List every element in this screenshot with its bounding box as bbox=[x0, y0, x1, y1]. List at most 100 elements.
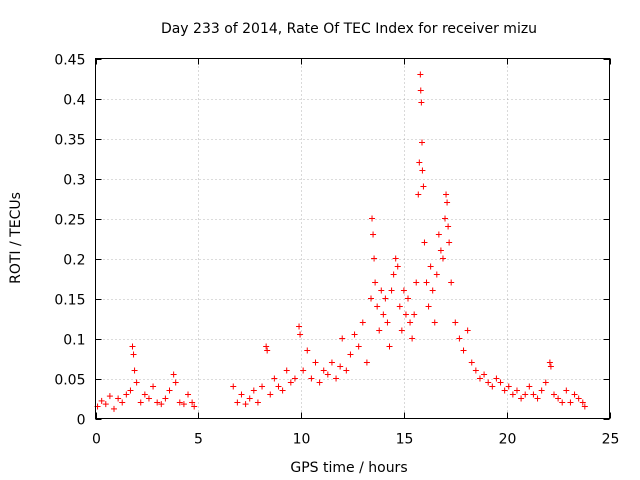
data-point bbox=[339, 335, 346, 342]
data-point bbox=[579, 399, 586, 406]
plot-grid bbox=[95, 58, 610, 419]
data-point bbox=[433, 271, 440, 278]
data-point bbox=[413, 279, 420, 286]
data-point bbox=[137, 399, 144, 406]
data-point bbox=[296, 323, 303, 330]
data-point bbox=[429, 287, 436, 294]
data-point bbox=[283, 367, 290, 374]
data-points bbox=[94, 71, 588, 412]
data-point bbox=[431, 319, 438, 326]
data-point bbox=[497, 379, 504, 386]
data-point bbox=[442, 215, 449, 222]
data-point bbox=[415, 191, 422, 198]
data-point bbox=[407, 319, 414, 326]
data-point bbox=[417, 87, 424, 94]
plot-frame bbox=[95, 58, 610, 419]
data-point bbox=[394, 263, 401, 270]
data-point bbox=[378, 287, 385, 294]
data-point bbox=[427, 263, 434, 270]
data-point bbox=[489, 383, 496, 390]
data-point bbox=[351, 331, 358, 338]
data-point bbox=[392, 255, 399, 262]
data-point bbox=[518, 395, 525, 402]
data-point bbox=[396, 303, 403, 310]
data-point bbox=[180, 401, 187, 408]
data-point bbox=[530, 391, 537, 398]
data-point bbox=[425, 303, 432, 310]
data-point bbox=[369, 215, 376, 222]
chart-title: Day 233 of 2014, Rate Of TEC Index for r… bbox=[161, 21, 537, 37]
data-point bbox=[129, 343, 136, 350]
data-point bbox=[131, 367, 138, 374]
y-tick-label: 0.15 bbox=[54, 293, 85, 309]
data-point bbox=[380, 311, 387, 318]
data-point bbox=[559, 399, 566, 406]
x-tick-label: 15 bbox=[396, 432, 414, 448]
y-tick-label: 0.25 bbox=[54, 213, 85, 229]
data-point bbox=[384, 319, 391, 326]
data-point bbox=[271, 375, 278, 382]
data-point bbox=[448, 279, 455, 286]
data-point bbox=[141, 391, 148, 398]
data-point bbox=[115, 395, 122, 402]
data-point bbox=[98, 397, 105, 404]
data-point bbox=[505, 383, 512, 390]
data-point bbox=[386, 343, 393, 350]
data-point bbox=[370, 231, 377, 238]
data-point bbox=[123, 391, 130, 398]
data-point bbox=[571, 391, 578, 398]
y-tick-label: 0.4 bbox=[63, 93, 85, 109]
data-point bbox=[452, 319, 459, 326]
data-point bbox=[476, 375, 483, 382]
data-point bbox=[538, 387, 545, 394]
y-tick-label: 0.3 bbox=[63, 173, 85, 189]
data-point bbox=[443, 191, 450, 198]
data-point bbox=[416, 159, 423, 166]
data-point bbox=[382, 295, 389, 302]
data-point bbox=[127, 387, 134, 394]
y-axis-label: ROTI / TECUs bbox=[8, 192, 24, 284]
data-point bbox=[456, 335, 463, 342]
data-point bbox=[162, 395, 169, 402]
data-point bbox=[460, 347, 467, 354]
data-point bbox=[254, 399, 261, 406]
y-tick-label: 0 bbox=[77, 413, 86, 429]
data-point bbox=[300, 367, 307, 374]
data-point bbox=[372, 279, 379, 286]
data-point bbox=[316, 379, 323, 386]
data-point bbox=[446, 239, 453, 246]
x-tick-label: 10 bbox=[293, 432, 311, 448]
data-point bbox=[563, 387, 570, 394]
data-point bbox=[501, 387, 508, 394]
data-point bbox=[421, 239, 428, 246]
data-point bbox=[368, 295, 375, 302]
data-point bbox=[371, 255, 378, 262]
data-point bbox=[308, 375, 315, 382]
x-tick-label: 20 bbox=[499, 432, 517, 448]
data-point bbox=[185, 391, 192, 398]
data-point bbox=[411, 311, 418, 318]
data-point bbox=[547, 363, 554, 370]
data-point bbox=[581, 403, 588, 410]
data-point bbox=[481, 371, 488, 378]
data-point bbox=[420, 183, 427, 190]
data-point bbox=[328, 359, 335, 366]
data-point bbox=[176, 399, 183, 406]
data-point bbox=[409, 335, 416, 342]
data-point bbox=[234, 399, 241, 406]
data-point bbox=[150, 383, 157, 390]
data-point bbox=[279, 387, 286, 394]
data-point bbox=[493, 375, 500, 382]
data-point bbox=[542, 379, 549, 386]
data-point bbox=[242, 401, 249, 408]
data-point bbox=[439, 255, 446, 262]
data-point bbox=[468, 359, 475, 366]
data-point bbox=[333, 375, 340, 382]
data-point bbox=[259, 383, 266, 390]
data-point bbox=[513, 387, 520, 394]
data-point bbox=[238, 391, 245, 398]
data-point bbox=[246, 395, 253, 402]
data-point bbox=[106, 393, 113, 400]
data-point bbox=[312, 359, 319, 366]
y-tick-label: 0.45 bbox=[54, 53, 85, 69]
